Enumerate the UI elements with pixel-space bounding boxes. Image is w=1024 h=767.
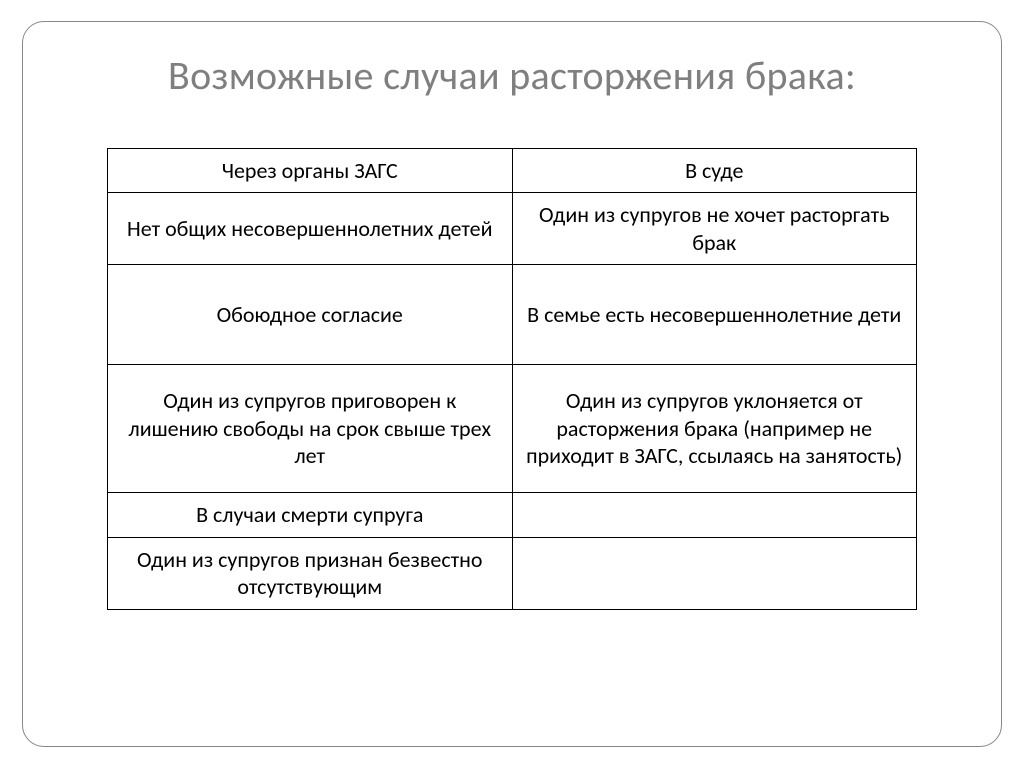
slide-frame: Возможные случаи расторжения брака: Чере… [22, 21, 1002, 747]
table-row: Один из супругов признан безвестно отсут… [108, 537, 917, 609]
table-cell: Обоюдное согласие [108, 265, 513, 365]
table-cell: Нет общих несовершеннолетних детей [108, 193, 513, 265]
table-header-cell: В суде [512, 148, 917, 193]
table-row: Обоюдное согласие В семье есть несоверше… [108, 265, 917, 365]
table-cell: В семье есть несовершеннолетние дети [512, 265, 917, 365]
table-cell: В случаи смерти супруга [108, 493, 513, 538]
table-row: Нет общих несовершеннолетних детей Один … [108, 193, 917, 265]
table-row: В случаи смерти супруга [108, 493, 917, 538]
table-cell: Один из супругов уклоняется от расторжен… [512, 365, 917, 493]
slide-title: Возможные случаи расторжения брака: [168, 52, 856, 100]
table-row: Один из супругов приговорен к лишению св… [108, 365, 917, 493]
table-header-row: Через органы ЗАГС В суде [108, 148, 917, 193]
table-cell: Один из супругов не хочет расторгать бра… [512, 193, 917, 265]
table-cell: Один из супругов признан безвестно отсут… [108, 537, 513, 609]
divorce-cases-table: Через органы ЗАГС В суде Нет общих несов… [107, 148, 917, 610]
table-cell [512, 537, 917, 609]
table-cell [512, 493, 917, 538]
table-header-cell: Через органы ЗАГС [108, 148, 513, 193]
table-cell: Один из супругов приговорен к лишению св… [108, 365, 513, 493]
